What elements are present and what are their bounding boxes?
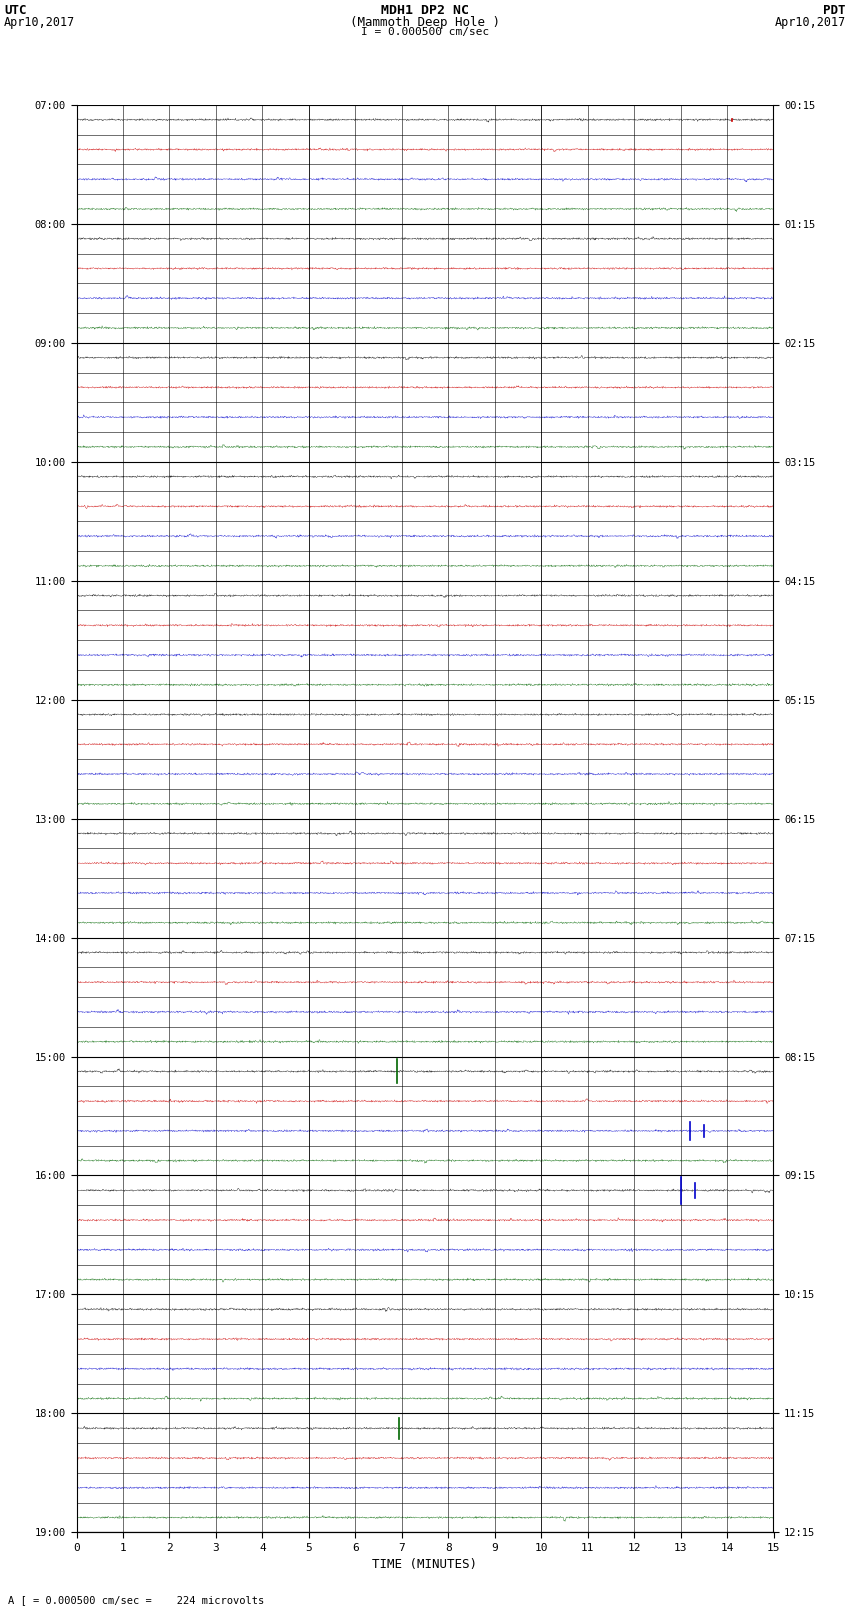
Text: I = 0.000500 cm/sec: I = 0.000500 cm/sec <box>361 27 489 37</box>
Text: MDH1 DP2 NC: MDH1 DP2 NC <box>381 5 469 18</box>
Text: Apr10,2017: Apr10,2017 <box>4 16 76 29</box>
Text: A [ = 0.000500 cm/sec =    224 microvolts: A [ = 0.000500 cm/sec = 224 microvolts <box>8 1595 264 1605</box>
Text: (Mammoth Deep Hole ): (Mammoth Deep Hole ) <box>350 16 500 29</box>
Text: PDT: PDT <box>824 5 846 18</box>
Text: UTC: UTC <box>4 5 26 18</box>
Text: Apr10,2017: Apr10,2017 <box>774 16 846 29</box>
X-axis label: TIME (MINUTES): TIME (MINUTES) <box>372 1558 478 1571</box>
